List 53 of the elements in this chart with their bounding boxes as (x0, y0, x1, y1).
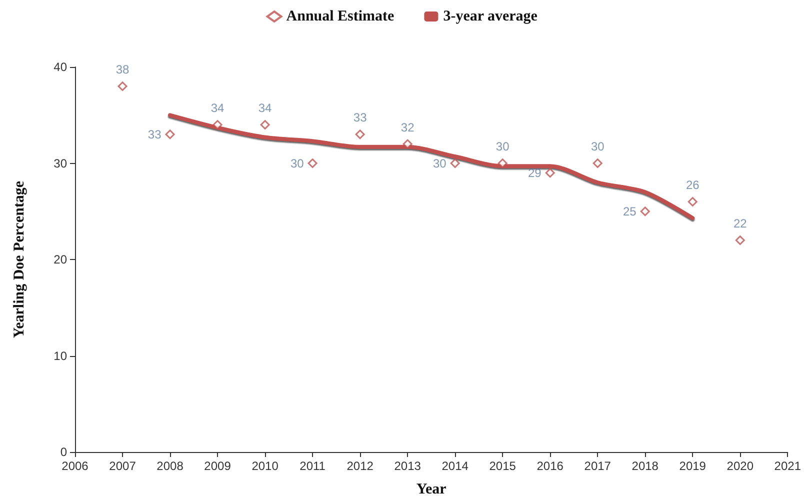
x-tick-label: 2012 (346, 459, 374, 473)
point (402, 139, 412, 149)
x-tick-label: 2020 (726, 459, 754, 473)
data-label: 34 (210, 101, 225, 115)
x-tick-label: 2021 (774, 459, 802, 473)
data-label: 33 (353, 110, 368, 125)
point (498, 158, 508, 168)
x-tick-label: 2018 (632, 459, 659, 473)
point (450, 158, 460, 168)
x-tick-label: 2017 (584, 459, 612, 473)
data-label: 30 (290, 156, 304, 170)
data-label: 34 (258, 101, 272, 115)
x-tick-label: 2007 (109, 459, 136, 473)
x-tick-label: 2013 (394, 459, 422, 473)
legend-label: Annual Estimate (286, 8, 395, 24)
point (592, 158, 602, 168)
x-tick-label: 2016 (536, 459, 564, 473)
point (260, 120, 270, 130)
x-axis-title: Year (416, 482, 447, 498)
point (118, 82, 128, 91)
point (355, 130, 365, 140)
point (735, 236, 745, 245)
y-tick-label: 30 (54, 156, 68, 170)
point (165, 130, 175, 140)
y-tick-label: 20 (54, 252, 68, 266)
data-label: 33 (148, 127, 162, 142)
x-tick-label: 2019 (679, 459, 706, 473)
x-tick-label: 2014 (442, 459, 469, 473)
data-label: 30 (432, 156, 447, 170)
y-axis-title: Yearling Doe Percentage (12, 180, 28, 338)
y-tick-label: 0 (60, 445, 68, 459)
x-tick-label: 2011 (300, 459, 326, 473)
data-label: 30 (590, 140, 605, 154)
point (688, 197, 698, 206)
x-tick-label: 2009 (204, 459, 232, 473)
y-tick-label: 10 (54, 348, 68, 363)
data-label: 26 (686, 178, 700, 192)
x-tick-label: 2015 (489, 459, 516, 473)
point (640, 206, 650, 216)
x-tick-label: 2010 (252, 459, 279, 473)
x-tick-label: 2006 (62, 459, 89, 473)
data-label: 25 (623, 204, 637, 218)
x-tick-label: 2008 (156, 459, 184, 473)
data-label: 32 (400, 120, 415, 134)
data-label: 38 (116, 62, 130, 76)
point (545, 168, 555, 178)
data-label: 22 (733, 216, 748, 230)
legend-label: 3-year average (443, 8, 538, 24)
point (212, 120, 222, 130)
point (308, 158, 318, 168)
data-label: 30 (496, 140, 510, 154)
y-tick-label: 40 (54, 60, 68, 74)
data-label: 29 (528, 166, 542, 180)
